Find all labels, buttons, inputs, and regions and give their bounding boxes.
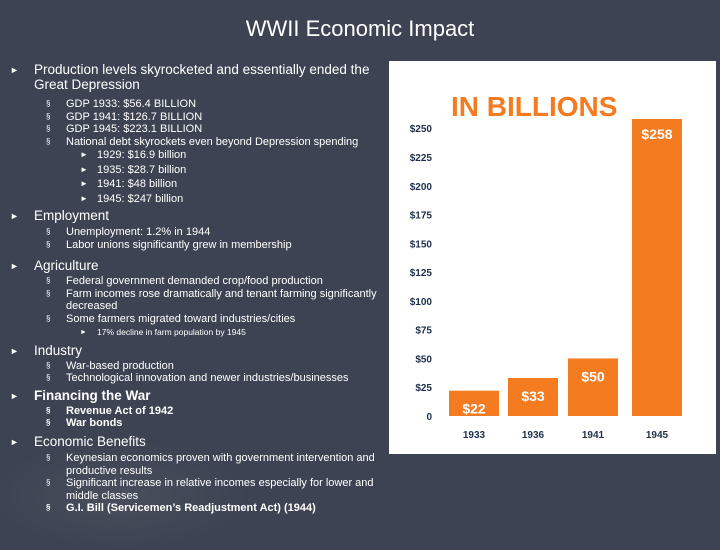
background-watermark: [0, 440, 250, 550]
bar: [568, 358, 618, 416]
y-tick-label: $175: [410, 211, 433, 222]
bar-data-label: $50: [581, 368, 605, 384]
y-tick-label: $250: [410, 124, 433, 135]
chart-title: IN BILLIONS: [451, 91, 617, 122]
section-financing: ► Financing the War § Revenue Act of 1942…: [8, 388, 390, 430]
square-bullet-icon: §: [46, 288, 51, 298]
list-item: § Farm incomes rose dramatically and tena…: [46, 287, 377, 313]
section-industry: ► Industry § War-based production § Techno…: [8, 343, 390, 385]
list-item: § Technological innovation and newer indu…: [46, 372, 349, 385]
section-heading: Financing the War: [34, 387, 151, 403]
section-heading: Employment: [34, 208, 110, 223]
square-bullet-icon: §: [46, 478, 51, 488]
sub-list-item: ► 17% decline in farm population by 1945: [80, 326, 246, 337]
y-tick-label: $225: [410, 153, 433, 164]
bar: [508, 378, 558, 416]
square-bullet-icon: §: [46, 111, 51, 121]
list-item: § War-based production: [46, 359, 174, 372]
y-tick-label: $125: [410, 268, 433, 279]
y-tick-label: $75: [415, 326, 432, 337]
section-agriculture: ► Agriculture § Federal government demand…: [8, 258, 390, 338]
square-bullet-icon: §: [46, 360, 51, 370]
triangle-bullet-icon: ►: [10, 345, 19, 356]
bar-data-label: $258: [641, 126, 672, 142]
section-production: ► Production levels skyrocketed and esse…: [8, 62, 390, 206]
sub-list-item: ► 1935: $28.7 billion: [80, 163, 187, 176]
list-item: § Labor unions significantly grew in memb…: [46, 238, 292, 251]
triangle-bullet-icon: ►: [80, 179, 88, 189]
section-heading: Agriculture: [34, 258, 99, 274]
triangle-bullet-icon: ►: [10, 436, 19, 447]
bar: [449, 390, 499, 416]
square-bullet-icon: §: [46, 239, 51, 249]
sub-list-item: ► 1941: $48 billion: [80, 178, 178, 191]
y-tick-label: $100: [410, 297, 433, 308]
triangle-bullet-icon: ►: [80, 328, 87, 336]
list-item: § GDP 1933: $56.4 BILLION: [46, 98, 197, 110]
square-bullet-icon: §: [46, 227, 51, 236]
bar-data-label: $22: [462, 401, 486, 417]
list-item: § Significant increase in relative income…: [46, 477, 374, 502]
x-tick-label: 1945: [646, 430, 669, 441]
square-bullet-icon: §: [46, 452, 51, 462]
square-bullet-icon: §: [46, 276, 51, 286]
list-item: § GDP 1941: $126.7 BILLION: [46, 110, 203, 123]
list-item: § Unemployment: 1.2% in 1944: [46, 226, 211, 238]
bullet-list: ► Production levels skyrocketed and esse…: [8, 62, 390, 515]
list-item: § National debt skyrockets even beyond De…: [46, 135, 359, 148]
section-heading: Production levels skyrocketed and essent…: [34, 62, 370, 92]
bar-data-label: $33: [521, 388, 545, 404]
list-item: § Some farmers migrated toward industries…: [46, 312, 296, 325]
sub-list-item: ► 1929: $16.9 billion: [80, 149, 187, 162]
triangle-bullet-icon: ►: [80, 193, 88, 203]
list-item: § Federal government demanded crop/food p…: [46, 275, 323, 288]
x-tick-label: 1941: [582, 430, 605, 441]
list-item: § War bonds: [46, 417, 123, 430]
triangle-bullet-icon: ►: [80, 164, 88, 174]
list-item: § GDP 1945: $223.1 BILLION: [46, 123, 203, 136]
x-tick-label: 1936: [522, 430, 545, 441]
triangle-bullet-icon: ►: [10, 390, 19, 401]
y-tick-label: $25: [415, 383, 432, 394]
square-bullet-icon: §: [46, 418, 51, 428]
list-item: § Revenue Act of 1942: [46, 404, 174, 417]
y-tick-label: $50: [415, 354, 432, 365]
triangle-bullet-icon: ►: [10, 65, 19, 75]
section-benefits: ► Economic Benefits § Keynesian economics…: [8, 434, 390, 515]
square-bullet-icon: §: [46, 124, 51, 134]
square-bullet-icon: §: [46, 313, 51, 323]
x-tick-label: 1933: [463, 430, 486, 441]
square-bullet-icon: §: [46, 99, 51, 108]
section-heading: Economic Benefits: [34, 433, 146, 449]
y-tick-label: $200: [410, 182, 433, 193]
list-item: § G.I. Bill (Servicemen’s Readjustment Ac…: [46, 502, 316, 515]
y-tick-label: $150: [410, 239, 433, 250]
list-item: § Keynesian economics proven with governm…: [46, 451, 375, 477]
square-bullet-icon: §: [46, 373, 51, 383]
bar-chart: IN BILLIONS 0 $25 $50 $75 $100 $125 $150 $175 $20…: [389, 61, 716, 454]
square-bullet-icon: §: [46, 405, 51, 415]
square-bullet-icon: §: [46, 503, 51, 513]
bar: [632, 119, 682, 416]
section-heading: Industry: [34, 342, 83, 358]
y-tick-label: 0: [426, 412, 432, 423]
triangle-bullet-icon: ►: [10, 211, 19, 221]
section-employment: ► Employment § Unemployment: 1.2% in 1944…: [8, 208, 390, 251]
triangle-bullet-icon: ►: [80, 150, 88, 160]
square-bullet-icon: §: [46, 136, 51, 146]
slide-title: WWII Economic Impact: [245, 16, 475, 41]
triangle-bullet-icon: ►: [10, 261, 19, 272]
chart-canvas: IN BILLIONS 0 $25 $50 $75 $100 $125 $150 $175 $20…: [410, 91, 682, 441]
sub-list-item: ► 1945: $247 billion: [80, 192, 184, 205]
